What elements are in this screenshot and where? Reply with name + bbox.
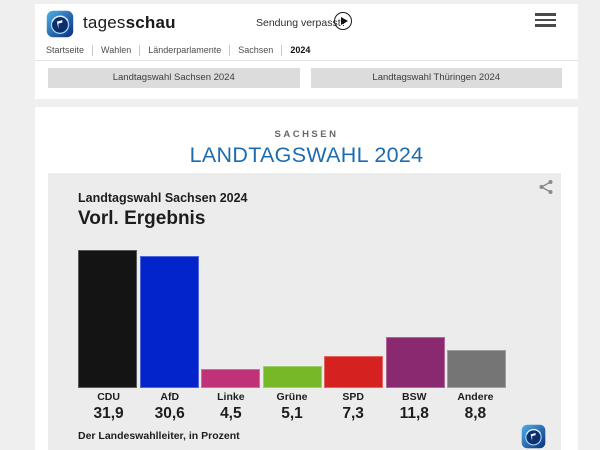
bar-spd bbox=[324, 356, 383, 388]
play-circle-icon[interactable] bbox=[334, 12, 352, 30]
party-name: BSW bbox=[402, 391, 427, 403]
party-name: Andere bbox=[457, 391, 494, 403]
party-value: 8,8 bbox=[464, 405, 487, 422]
bar-bsw bbox=[385, 336, 445, 388]
tab-landtagswahl-sachsen[interactable]: Landtagswahl Sachsen 2024 bbox=[48, 68, 300, 88]
share-icon[interactable] bbox=[537, 178, 555, 196]
label-cdu: CDU 31,9 bbox=[78, 391, 139, 423]
party-value: 4,5 bbox=[220, 405, 242, 422]
party-name: AfD bbox=[160, 391, 180, 403]
breadcrumb-item-sachsen[interactable]: Sachsen bbox=[230, 45, 283, 56]
party-name: SPD bbox=[342, 391, 364, 403]
party-name: Linke bbox=[217, 391, 245, 403]
brand-home-link[interactable]: tagesschau bbox=[46, 7, 176, 38]
bar-chart bbox=[78, 173, 506, 388]
party-value: 30,6 bbox=[154, 405, 185, 422]
election-result-chart: Landtagswahl Sachsen 2024 Vorl. Ergebnis… bbox=[48, 173, 561, 450]
party-value: 11,8 bbox=[399, 405, 429, 422]
chart-title: Landtagswahl Sachsen 2024 bbox=[78, 191, 248, 205]
tab-landtagswahl-thueringen[interactable]: Landtagswahl Thüringen 2024 bbox=[310, 68, 562, 88]
tagesschau-globe-icon bbox=[46, 10, 74, 38]
party-value: 7,3 bbox=[342, 405, 364, 422]
breadcrumb-item-wahlen[interactable]: Wahlen bbox=[93, 45, 141, 56]
party-value: 31,9 bbox=[93, 405, 124, 422]
menu-icon[interactable] bbox=[535, 13, 556, 30]
bar-andere bbox=[447, 349, 506, 388]
label-bsw: BSW 11,8 bbox=[384, 391, 445, 423]
brand-wordmark: tagesschau bbox=[83, 12, 176, 32]
main-content: SACHSEN LANDTAGSWAHL 2024 Landtagswahl S… bbox=[35, 107, 578, 450]
site-header: tagesschau Sendung verpasst? Startseite … bbox=[35, 4, 578, 99]
bar-gruene bbox=[262, 365, 322, 388]
breadcrumb-item-laenderparlamente[interactable]: Länderparlamente bbox=[140, 45, 231, 56]
label-spd: SPD 7,3 bbox=[323, 391, 384, 423]
breadcrumb: Startseite Wahlen Länderparlamente Sachs… bbox=[46, 45, 318, 56]
page-kicker: SACHSEN bbox=[274, 129, 339, 140]
label-afd: AfD 30,6 bbox=[139, 391, 200, 423]
party-name: Grüne bbox=[276, 391, 308, 403]
chart-source: Der Landeswahlleiter, in Prozent bbox=[78, 430, 240, 442]
bar-afd bbox=[139, 255, 199, 388]
bar-cdu bbox=[78, 249, 137, 388]
sendung-verpasst-link[interactable]: Sendung verpasst? bbox=[256, 17, 347, 29]
label-linke: Linke 4,5 bbox=[200, 391, 261, 423]
election-tabs: Landtagswahl Sachsen 2024 Landtagswahl T… bbox=[48, 68, 562, 88]
party-value: 5,1 bbox=[281, 405, 303, 422]
bar-labels: CDU 31,9 AfD 30,6 Linke 4,5 Grüne 5,1 SP… bbox=[78, 391, 506, 423]
breadcrumb-item-startseite[interactable]: Startseite bbox=[46, 45, 94, 56]
label-andere: Andere 8,8 bbox=[445, 391, 506, 423]
party-name: CDU bbox=[97, 391, 120, 403]
chart-subtitle: Vorl. Ergebnis bbox=[78, 208, 206, 229]
bar-linke bbox=[201, 368, 260, 388]
breadcrumb-item-2024[interactable]: 2024 bbox=[290, 45, 311, 55]
tagesschau-watermark-icon bbox=[521, 424, 546, 449]
header-divider bbox=[35, 60, 578, 61]
label-gruene: Grüne 5,1 bbox=[261, 391, 322, 423]
page-title: LANDTAGSWAHL 2024 bbox=[189, 143, 424, 167]
